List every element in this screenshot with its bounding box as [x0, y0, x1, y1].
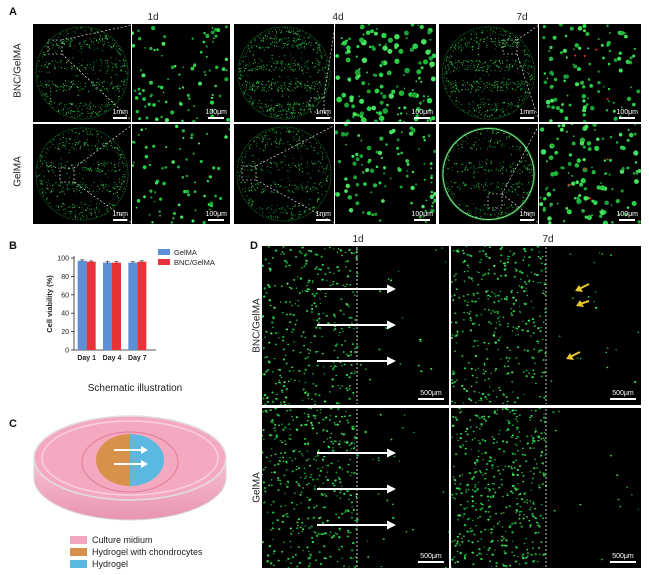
x-tick-label: Day 4: [103, 355, 122, 362]
panel-c-legend-hydrogel-chondrocytes: Hydrogel with chondrocytes: [70, 547, 203, 557]
cell-texture: [539, 124, 641, 224]
scale-bar: 500μm: [610, 390, 636, 400]
panel-a-gelma-4d-zoom: 100μm: [335, 124, 436, 224]
scale-bar: 100μm: [616, 211, 638, 221]
bar-gelma-day-1: [77, 260, 87, 350]
bar-gelma-day-4: [103, 262, 112, 350]
scale-bar: 1mm: [519, 109, 535, 119]
panel-a-bnc-7d-zoom: 100μm: [539, 24, 641, 122]
cell-texture: [451, 408, 640, 568]
scale-bar: 100μm: [411, 211, 433, 221]
hydrogel-swatch: [70, 560, 87, 568]
error-bar: [105, 260, 110, 264]
panel-c-legend-hydrogel: Hydrogel: [70, 559, 128, 569]
cell-texture: [35, 26, 129, 120]
error-bar: [89, 260, 94, 263]
y-axis-label: Cell viability (%): [45, 275, 54, 333]
panel-a-col-7d: 7d: [516, 12, 528, 23]
panel-d-gelma-1d: 500μm: [262, 408, 449, 568]
panel-c-schematic-dish: [33, 415, 227, 521]
panel-c-legend-culture: Culture midium: [70, 535, 153, 545]
panel-a-row-gelma: GelMA: [12, 156, 24, 187]
cell-texture: [335, 124, 436, 223]
bar-bnc-gelma-day-7: [137, 261, 147, 350]
cell-texture: [542, 24, 641, 122]
y-tick-label: 40: [61, 311, 69, 318]
panel-a-bnc-7d-whole: 1mm: [439, 24, 538, 122]
panel-a-col-4d: 4d: [332, 12, 344, 23]
panel-a-gelma-1d-whole: 1mm: [33, 124, 131, 224]
cell-texture: [335, 24, 436, 122]
y-tick-label: 20: [61, 329, 69, 336]
panel-a-gelma-7d-zoom: 100μm: [539, 124, 641, 224]
scale-bar: 1mm: [315, 211, 331, 221]
cell-texture: [132, 25, 230, 122]
panel-d-col-7d: 7d: [542, 234, 554, 245]
x-tick-label: Day 7: [128, 355, 147, 362]
cell-texture: [35, 127, 129, 221]
scale-bar: 100μm: [205, 109, 227, 119]
panel-d-row-gelma: GelMA: [251, 472, 263, 503]
panel-b-bar-chart: 0 20 40 60 80 100 Cell viability (%) Day 1 Day 4…: [45, 248, 215, 362]
scale-bar: 100μm: [205, 211, 227, 221]
scale-bar: 100μm: [411, 109, 433, 119]
legend-label: GelMA: [174, 248, 197, 257]
x-tick-label: Day 1: [77, 355, 96, 362]
scale-bar: 1mm: [112, 211, 128, 221]
panel-d-letter: D: [250, 240, 258, 252]
y-tick-label: 80: [61, 274, 69, 281]
hydrogel-chondrocytes-swatch: [70, 548, 87, 556]
error-bar: [139, 260, 144, 263]
error-bar: [130, 261, 135, 264]
panel-a-gelma-4d-whole: 1mm: [234, 124, 334, 224]
scale-bar: 500μm: [418, 553, 444, 563]
panel-a-col-1d: 1d: [147, 12, 159, 23]
scale-bar: 100μm: [616, 109, 638, 119]
panel-d-bnc-7d: 500μm: [451, 246, 641, 405]
scale-bar: 500μm: [610, 553, 636, 563]
scale-bar: 1mm: [519, 211, 535, 221]
panel-d-row-bnc-gelma: BNC/GelMA: [251, 298, 263, 353]
panel-d-bnc-1d: 500μm: [262, 246, 449, 405]
legend-swatch: [158, 259, 170, 265]
panel-a-letter: A: [9, 6, 17, 18]
bar-bnc-gelma-day-4: [112, 262, 121, 350]
bar-gelma-day-7: [128, 262, 138, 350]
panel-a-bnc-4d-zoom: 100μm: [335, 24, 436, 122]
scale-bar: 1mm: [315, 109, 331, 119]
y-tick-label: 0: [65, 348, 69, 355]
panel-b-caption: Schematic illustration: [87, 383, 183, 394]
error-bar: [114, 261, 119, 264]
panel-d-gelma-7d: 500μm: [451, 408, 641, 568]
culture-swatch: [70, 536, 87, 544]
cell-texture: [441, 127, 536, 221]
cell-texture: [451, 246, 640, 405]
panel-d-col-1d: 1d: [352, 234, 364, 245]
panel-a-gelma-7d-whole: 1mm: [439, 124, 538, 224]
cell-texture: [236, 126, 332, 222]
panel-a-bnc-1d-whole: 1mm: [33, 24, 131, 122]
scale-bar: 1mm: [112, 109, 128, 119]
panel-a-bnc-1d-zoom: 100μm: [132, 24, 230, 122]
panel-b-letter: B: [9, 240, 17, 252]
legend-label: BNC/GelMA: [174, 258, 215, 267]
y-tick-label: 100: [57, 256, 69, 263]
panel-a-row-bnc-gelma: BNC/GelMA: [12, 43, 24, 98]
scale-bar: 500μm: [418, 390, 444, 400]
legend-swatch: [158, 249, 170, 255]
error-bar: [80, 259, 85, 262]
panel-a-bnc-4d-whole: 1mm: [234, 24, 334, 122]
panel-a-gelma-1d-zoom: 100μm: [132, 124, 230, 224]
bar-bnc-gelma-day-1: [86, 261, 96, 350]
cell-texture: [262, 246, 447, 405]
cell-texture: [262, 408, 449, 568]
cell-texture: [237, 26, 331, 120]
cell-texture: [442, 26, 535, 120]
cell-texture: [132, 124, 230, 224]
y-tick-label: 60: [61, 292, 69, 299]
panel-c-letter: C: [9, 418, 17, 430]
